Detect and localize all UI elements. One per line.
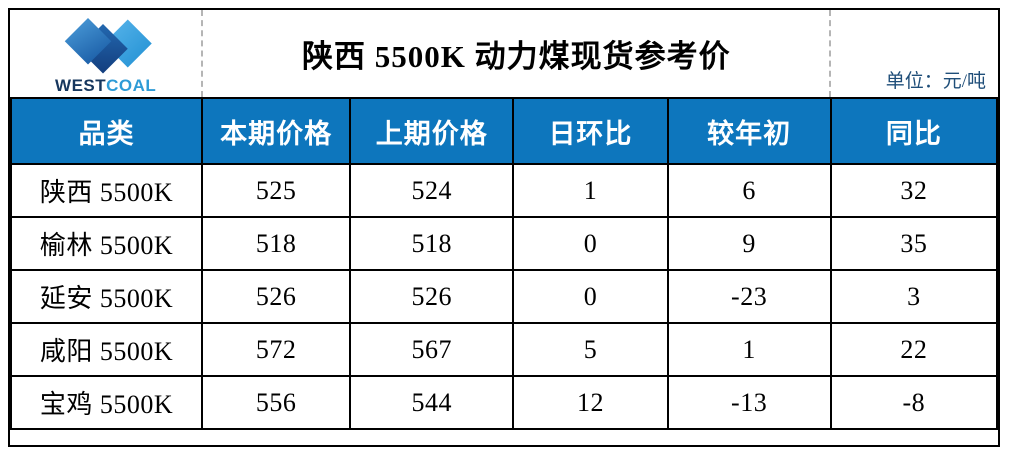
- masthead-unit-cell: 单位：元/吨: [831, 10, 998, 97]
- cell-daily-change: 1: [512, 163, 669, 218]
- cell-daily-change: 0: [512, 216, 669, 271]
- logo-text-coal: COAL: [106, 76, 157, 95]
- cell-yoy-change: -8: [829, 375, 999, 430]
- column-header-ytd-change: 较年初: [666, 97, 832, 165]
- cell-category: 咸阳 5500K: [10, 322, 203, 377]
- masthead-title-cell: 陕西 5500K 动力煤现货参考价: [201, 10, 832, 97]
- cell-yoy-change: 35: [829, 216, 999, 271]
- header-row: 品类 本期价格 上期价格 日环比 较年初 同比: [10, 97, 999, 165]
- table-row: 咸阳 5500K 572 567 5 1 22: [10, 322, 999, 377]
- table-row: 延安 5500K 526 526 0 -23 3: [10, 269, 999, 324]
- column-header-daily-change: 日环比: [512, 97, 669, 165]
- cell-current-price: 518: [200, 216, 352, 271]
- cell-yoy-change: 32: [829, 163, 999, 218]
- cell-ytd-change: 9: [666, 216, 832, 271]
- cell-ytd-change: -13: [666, 375, 832, 430]
- cell-daily-change: 12: [512, 375, 669, 430]
- cell-current-price: 526: [200, 269, 352, 324]
- price-table: 品类 本期价格 上期价格 日环比 较年初 同比 陕西 5500K 525 524…: [10, 97, 999, 430]
- cell-current-price: 556: [200, 375, 352, 430]
- westcoal-w-icon: [64, 18, 152, 74]
- cell-ytd-change: 1: [666, 322, 832, 377]
- masthead: WESTCOAL 陕西 5500K 动力煤现货参考价 单位：元/吨: [10, 10, 998, 97]
- cell-previous-price: 567: [349, 322, 515, 377]
- table-row: 陕西 5500K 525 524 1 6 32: [10, 163, 999, 218]
- price-report-card: WESTCOAL 陕西 5500K 动力煤现货参考价 单位：元/吨 品类 本期价…: [8, 8, 1000, 447]
- cell-yoy-change: 3: [829, 269, 999, 324]
- cell-previous-price: 526: [349, 269, 515, 324]
- cell-current-price: 572: [200, 322, 352, 377]
- cell-daily-change: 0: [512, 269, 669, 324]
- column-header-previous-price: 上期价格: [349, 97, 515, 165]
- cell-daily-change: 5: [512, 322, 669, 377]
- column-header-current-price: 本期价格: [200, 97, 352, 165]
- cell-previous-price: 544: [349, 375, 515, 430]
- cell-category: 陕西 5500K: [10, 163, 203, 218]
- westcoal-logo: WESTCOAL: [10, 10, 201, 97]
- cell-category: 宝鸡 5500K: [10, 375, 203, 430]
- cell-category: 延安 5500K: [10, 269, 203, 324]
- column-header-yoy-change: 同比: [829, 97, 999, 165]
- cell-ytd-change: 6: [666, 163, 832, 218]
- table-row: 榆林 5500K 518 518 0 9 35: [10, 216, 999, 271]
- cell-yoy-change: 22: [829, 322, 999, 377]
- logo-wordmark: WESTCOAL: [55, 76, 156, 96]
- cell-ytd-change: -23: [666, 269, 832, 324]
- cell-previous-price: 524: [349, 163, 515, 218]
- column-header-category: 品类: [10, 97, 203, 165]
- unit-label: 单位：元/吨: [885, 71, 986, 92]
- cell-previous-price: 518: [349, 216, 515, 271]
- cell-category: 榆林 5500K: [10, 216, 203, 271]
- report-title: 陕西 5500K 动力煤现货参考价: [301, 39, 731, 74]
- logo-text-west: WEST: [55, 76, 107, 95]
- table-row: 宝鸡 5500K 556 544 12 -13 -8: [10, 375, 999, 430]
- cell-current-price: 525: [200, 163, 352, 218]
